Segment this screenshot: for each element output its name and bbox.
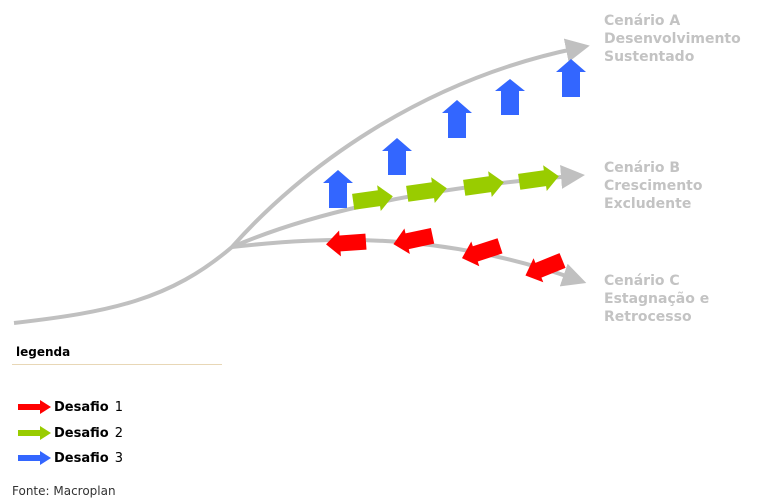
red-arrow-icon [461, 238, 503, 267]
scenario-b-label: Cenário B Crescimento Excludente [604, 159, 702, 213]
legend-item-2-number: 2 [114, 425, 123, 441]
green-arrow-icon [352, 185, 393, 212]
blue-arrow-icon [495, 79, 525, 115]
scenario-a-line-3: Sustentado [604, 49, 695, 65]
green-arrow-icon [518, 165, 559, 192]
source-note: Fonte: Macroplan [12, 484, 116, 498]
red-arrow-icon [393, 228, 435, 254]
scenario-a-line-1: Cenário A [604, 13, 681, 29]
legend-item-1: Desafio 1 [18, 398, 123, 416]
scenario-c-path [231, 237, 587, 287]
red-arrows [326, 228, 566, 283]
blue-arrow-icon [442, 100, 472, 138]
legend-item-1-number: 1 [114, 399, 123, 415]
scenario-b-line-2: Crescimento [604, 178, 703, 194]
legend-item-2-label: Desafio [54, 425, 109, 441]
legend-divider [12, 364, 222, 365]
red-arrow-icon [18, 400, 51, 414]
green-arrow-icon [18, 426, 51, 440]
scenario-a-label: Cenário A Desenvolvimento Sustentado [604, 12, 741, 66]
red-arrow-icon [326, 230, 367, 257]
green-arrows [352, 165, 559, 212]
scenario-c-line-2: Estagnação e [604, 291, 710, 307]
blue-arrow-icon [556, 59, 586, 97]
legend-item-3-label: Desafio [54, 450, 109, 466]
blue-arrows [323, 59, 586, 208]
red-arrow-icon [525, 253, 566, 283]
legend-title: legenda [16, 345, 71, 359]
legend-item-3-number: 3 [114, 450, 123, 466]
scenario-b-line-3: Excludente [604, 196, 692, 212]
legend-item-3: Desafio 3 [18, 449, 123, 467]
green-arrow-icon [406, 177, 447, 204]
scenario-c-line-1: Cenário C [604, 273, 680, 289]
scenario-a-path [13, 38, 590, 325]
blue-arrow-icon [18, 451, 51, 465]
scenario-c-line-3: Retrocesso [604, 309, 692, 325]
green-arrow-icon [463, 171, 504, 198]
blue-arrow-icon [382, 138, 412, 175]
scenario-a-line-2: Desenvolvimento [604, 31, 741, 47]
legend-item-2: Desafio 2 [18, 424, 123, 442]
blue-arrow-icon [323, 170, 353, 208]
scenario-c-label: Cenário C Estagnação e Retrocesso [604, 272, 709, 326]
scenario-b-line-1: Cenário B [604, 160, 681, 176]
legend-item-1-label: Desafio [54, 399, 109, 415]
